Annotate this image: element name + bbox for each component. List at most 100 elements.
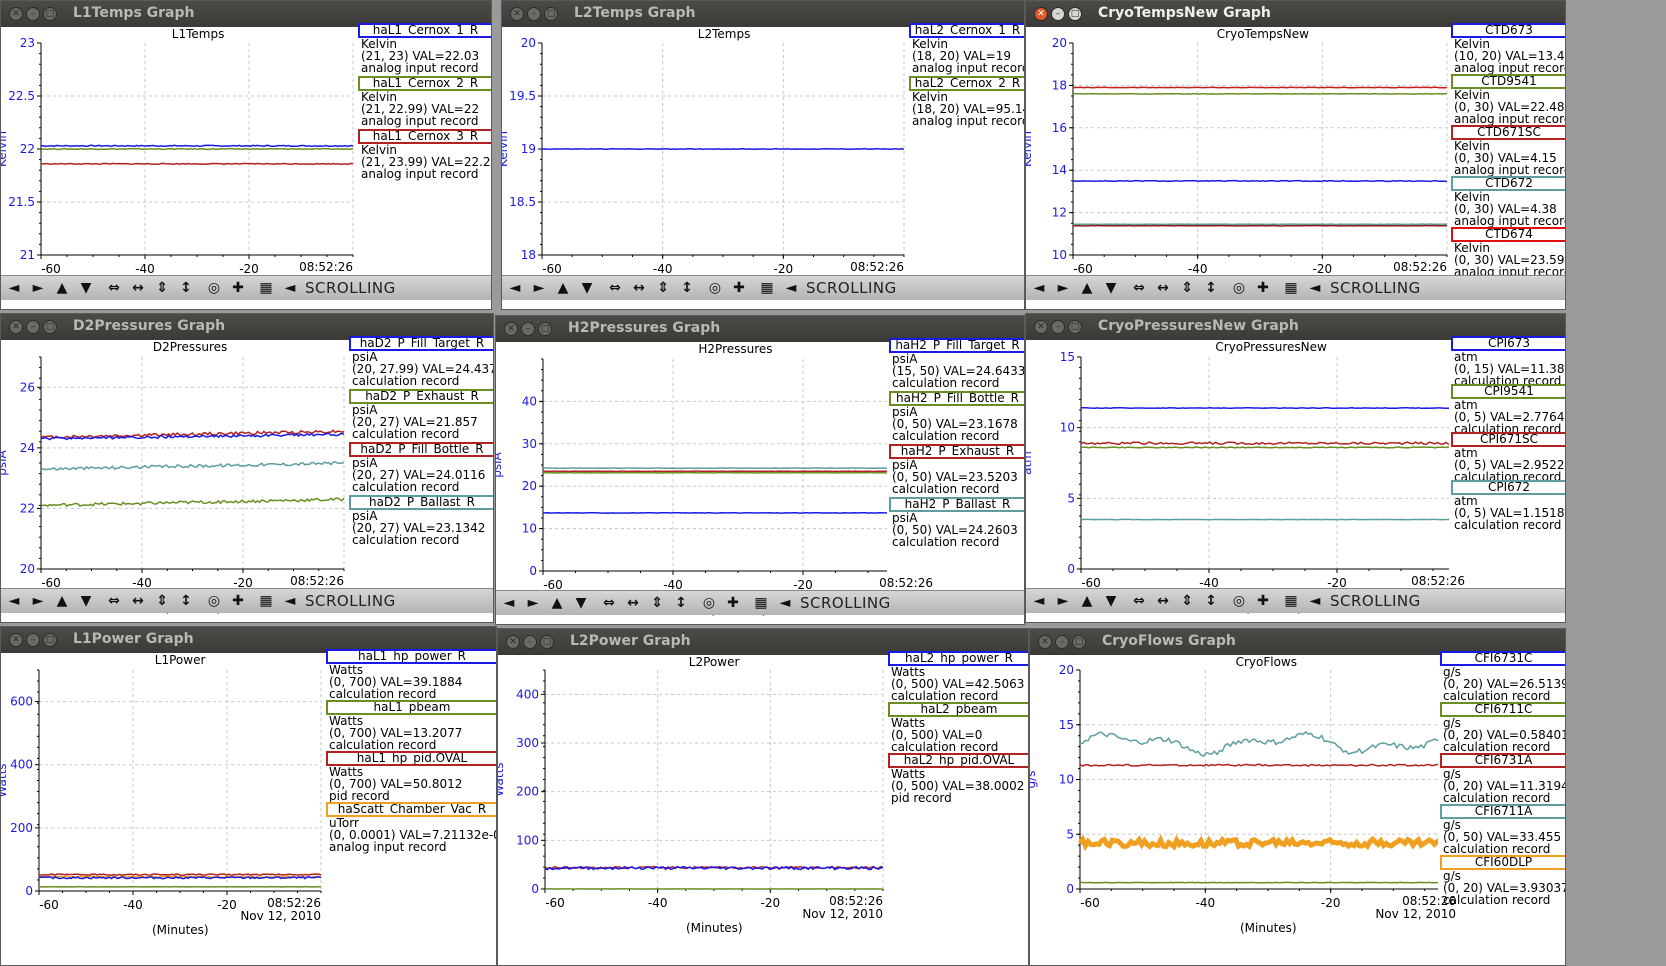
export-icon[interactable]: ▦	[760, 280, 774, 296]
legend-entry[interactable]: haH2_P_Fill_Bottle_R psiA (0, 50) VAL=23.1…	[889, 391, 1024, 444]
minimize-icon[interactable]: –	[26, 320, 40, 334]
legend-entry[interactable]: CFI60DLP g/s (0, 20) VAL=3.93037 calculatio…	[1440, 855, 1565, 906]
arrow-left-icon[interactable]: ◄	[1033, 280, 1045, 296]
autoscale-icon[interactable]: ◎	[1232, 280, 1246, 296]
plot-area[interactable]: 20 19.5 19 18.5 18 -60 -40 -20 Kelvin	[502, 27, 907, 310]
export-icon[interactable]: ▦	[1284, 593, 1298, 609]
legend-entry[interactable]: haScatt_Chamber_Vac_R uTorr (0, 0.0001) VA…	[326, 802, 496, 853]
legend-entry[interactable]: CFI6731A g/s (0, 20) VAL=11.3194 calculatio…	[1440, 753, 1565, 804]
legend-entry[interactable]: haD2_P_Exhaust_R psiA (20, 27) VAL=21.857 c…	[349, 389, 493, 442]
plot-area[interactable]: 20 15 10 5 0 -60 -40 -20 g/s	[1030, 655, 1438, 949]
legend-pv-name[interactable]: CTD673	[1451, 23, 1565, 38]
arrow-right-icon[interactable]: ►	[527, 595, 539, 611]
legend-entry[interactable]: haL1_hp_pid.OVAL Watts (0, 700) VAL=50.801…	[326, 751, 496, 802]
add-pv-icon[interactable]: ✚	[733, 280, 745, 296]
plot-area[interactable]: 15 10 5 0 -60 -40 -20 atm	[1026, 340, 1449, 623]
plot-area[interactable]: 20 18 16 14 12 10 -60 -40 -20 Kelvin	[1026, 27, 1449, 310]
autoscale-icon[interactable]: ◎	[207, 593, 221, 609]
legend-pv-name[interactable]: CTD671SC	[1451, 125, 1565, 140]
arrow-down-icon[interactable]: ▼	[575, 595, 587, 611]
maximize-icon[interactable]: □	[43, 320, 57, 334]
zoom-out-horizontal-icon[interactable]: ↔	[1157, 593, 1169, 609]
maximize-icon[interactable]: □	[540, 635, 554, 649]
zoom-out-horizontal-icon[interactable]: ↔	[627, 595, 639, 611]
plot-area[interactable]: 40 30 20 10 0 -60 -40 -20 psiA	[496, 342, 887, 625]
close-icon[interactable]: ✕	[1038, 635, 1052, 649]
plot-area[interactable]: 23 22.5 22 21.5 21 -60 -40 -20 Kelvin	[1, 27, 356, 310]
close-icon[interactable]: ✕	[506, 635, 520, 649]
legend-entry[interactable]: haL1_hp_power_R Watts (0, 700) VAL=39.1884…	[326, 649, 496, 700]
add-pv-icon[interactable]: ✚	[1257, 280, 1269, 296]
legend-pv-name[interactable]: haL2_Cernox_1_R	[909, 23, 1024, 38]
maximize-icon[interactable]: □	[1068, 7, 1082, 21]
legend-pv-name[interactable]: haL1_Cernox_1_R	[358, 23, 491, 38]
zoom-in-horizontal-icon[interactable]: ⇔	[108, 280, 120, 296]
zoom-out-vertical-icon[interactable]: ↕	[681, 280, 693, 296]
legend-entry[interactable]: haH2_P_Ballast_R psiA (0, 50) VAL=24.2603 c…	[889, 497, 1024, 550]
legend-entry[interactable]: haL2_pbeam Watts (0, 500) VAL=0 calculation…	[888, 702, 1028, 753]
legend-pv-name[interactable]: haL2_pbeam	[888, 702, 1028, 717]
zoom-out-horizontal-icon[interactable]: ↔	[633, 280, 645, 296]
export-icon[interactable]: ▦	[259, 280, 273, 296]
arrow-left-icon[interactable]: ◄	[8, 593, 20, 609]
maximize-icon[interactable]: □	[43, 7, 57, 21]
legend-entry[interactable]: CTD9541 Kelvin (0, 30) VAL=22.48 analog inp…	[1451, 74, 1565, 125]
close-icon[interactable]: ✕	[504, 322, 518, 336]
maximize-icon[interactable]: □	[538, 322, 552, 336]
arrow-down-icon[interactable]: ▼	[80, 593, 92, 609]
legend-pv-name[interactable]: CPI672	[1451, 480, 1565, 495]
legend-pv-name[interactable]: CFI6711A	[1440, 804, 1565, 819]
minimize-icon[interactable]: –	[521, 322, 535, 336]
close-icon[interactable]: ✕	[9, 633, 23, 647]
maximize-icon[interactable]: □	[1068, 320, 1082, 334]
zoom-out-vertical-icon[interactable]: ↕	[180, 593, 192, 609]
autoscale-icon[interactable]: ◎	[708, 280, 722, 296]
undo-icon[interactable]: ◄	[1309, 280, 1321, 296]
legend-pv-name[interactable]: haD2_P_Ballast_R	[349, 495, 493, 510]
autoscale-icon[interactable]: ◎	[702, 595, 716, 611]
zoom-out-vertical-icon[interactable]: ↕	[1205, 593, 1217, 609]
add-pv-icon[interactable]: ✚	[232, 593, 244, 609]
legend-entry[interactable]: haL2_hp_pid.OVAL Watts (0, 500) VAL=38.000…	[888, 753, 1028, 804]
minimize-icon[interactable]: –	[26, 7, 40, 21]
arrow-left-icon[interactable]: ◄	[509, 280, 521, 296]
legend-pv-name[interactable]: haH2_P_Ballast_R	[889, 497, 1024, 512]
legend-entry[interactable]: CPI671SC atm (0, 5) VAL=2.95225 calculation…	[1451, 432, 1565, 483]
legend-pv-name[interactable]: haL2_hp_pid.OVAL	[888, 753, 1028, 768]
legend-pv-name[interactable]: CFI6711C	[1440, 702, 1565, 717]
arrow-right-icon[interactable]: ►	[1057, 280, 1069, 296]
legend-entry[interactable]: haL1_pbeam Watts (0, 700) VAL=13.2077 calcu…	[326, 700, 496, 751]
autoscale-icon[interactable]: ◎	[207, 280, 221, 296]
legend-pv-name[interactable]: haH2_P_Fill_Bottle_R	[889, 391, 1024, 406]
export-icon[interactable]: ▦	[754, 595, 768, 611]
legend-pv-name[interactable]: haH2_P_Exhaust_R	[889, 444, 1024, 459]
undo-icon[interactable]: ◄	[785, 280, 797, 296]
legend-pv-name[interactable]: CFI60DLP	[1440, 855, 1565, 870]
arrow-down-icon[interactable]: ▼	[581, 280, 593, 296]
legend-entry[interactable]: CFI6711C g/s (0, 20) VAL=0.584016 calculati…	[1440, 702, 1565, 753]
legend-pv-name[interactable]: haH2_P_Fill_Target_R	[889, 338, 1024, 353]
legend-entry[interactable]: haL2_Cernox_2_R Kelvin (18, 20) VAL=95.14 a…	[909, 76, 1024, 129]
zoom-in-vertical-icon[interactable]: ⇕	[156, 280, 168, 296]
zoom-out-vertical-icon[interactable]: ↕	[180, 280, 192, 296]
undo-icon[interactable]: ◄	[779, 595, 791, 611]
close-icon[interactable]: ✕	[1034, 7, 1048, 21]
arrow-right-icon[interactable]: ►	[1057, 593, 1069, 609]
legend-entry[interactable]: haL1_Cernox_3_R Kelvin (21, 23.99) VAL=22.…	[358, 129, 491, 182]
zoom-in-vertical-icon[interactable]: ⇕	[651, 595, 663, 611]
plot-area[interactable]: 400 300 200 100 0 -60 -40 -20 Watts	[498, 655, 886, 949]
zoom-in-vertical-icon[interactable]: ⇕	[657, 280, 669, 296]
legend-pv-name[interactable]: haL1_hp_power_R	[326, 649, 496, 664]
zoom-in-horizontal-icon[interactable]: ⇔	[1133, 593, 1145, 609]
legend-pv-name[interactable]: haL1_hp_pid.OVAL	[326, 751, 496, 766]
legend-pv-name[interactable]: haScatt_Chamber_Vac_R	[326, 802, 496, 817]
arrow-left-icon[interactable]: ◄	[1033, 593, 1045, 609]
zoom-in-horizontal-icon[interactable]: ⇔	[603, 595, 615, 611]
legend-entry[interactable]: haL2_hp_power_R Watts (0, 500) VAL=42.5063…	[888, 651, 1028, 702]
add-pv-icon[interactable]: ✚	[727, 595, 739, 611]
minimize-icon[interactable]: –	[1051, 320, 1065, 334]
plot-area[interactable]: 600 400 200 0 -60 -40 -20 Watts	[1, 653, 324, 951]
legend-pv-name[interactable]: haD2_P_Fill_Target_R	[349, 336, 493, 351]
zoom-out-vertical-icon[interactable]: ↕	[675, 595, 687, 611]
close-icon[interactable]: ✕	[510, 7, 524, 21]
